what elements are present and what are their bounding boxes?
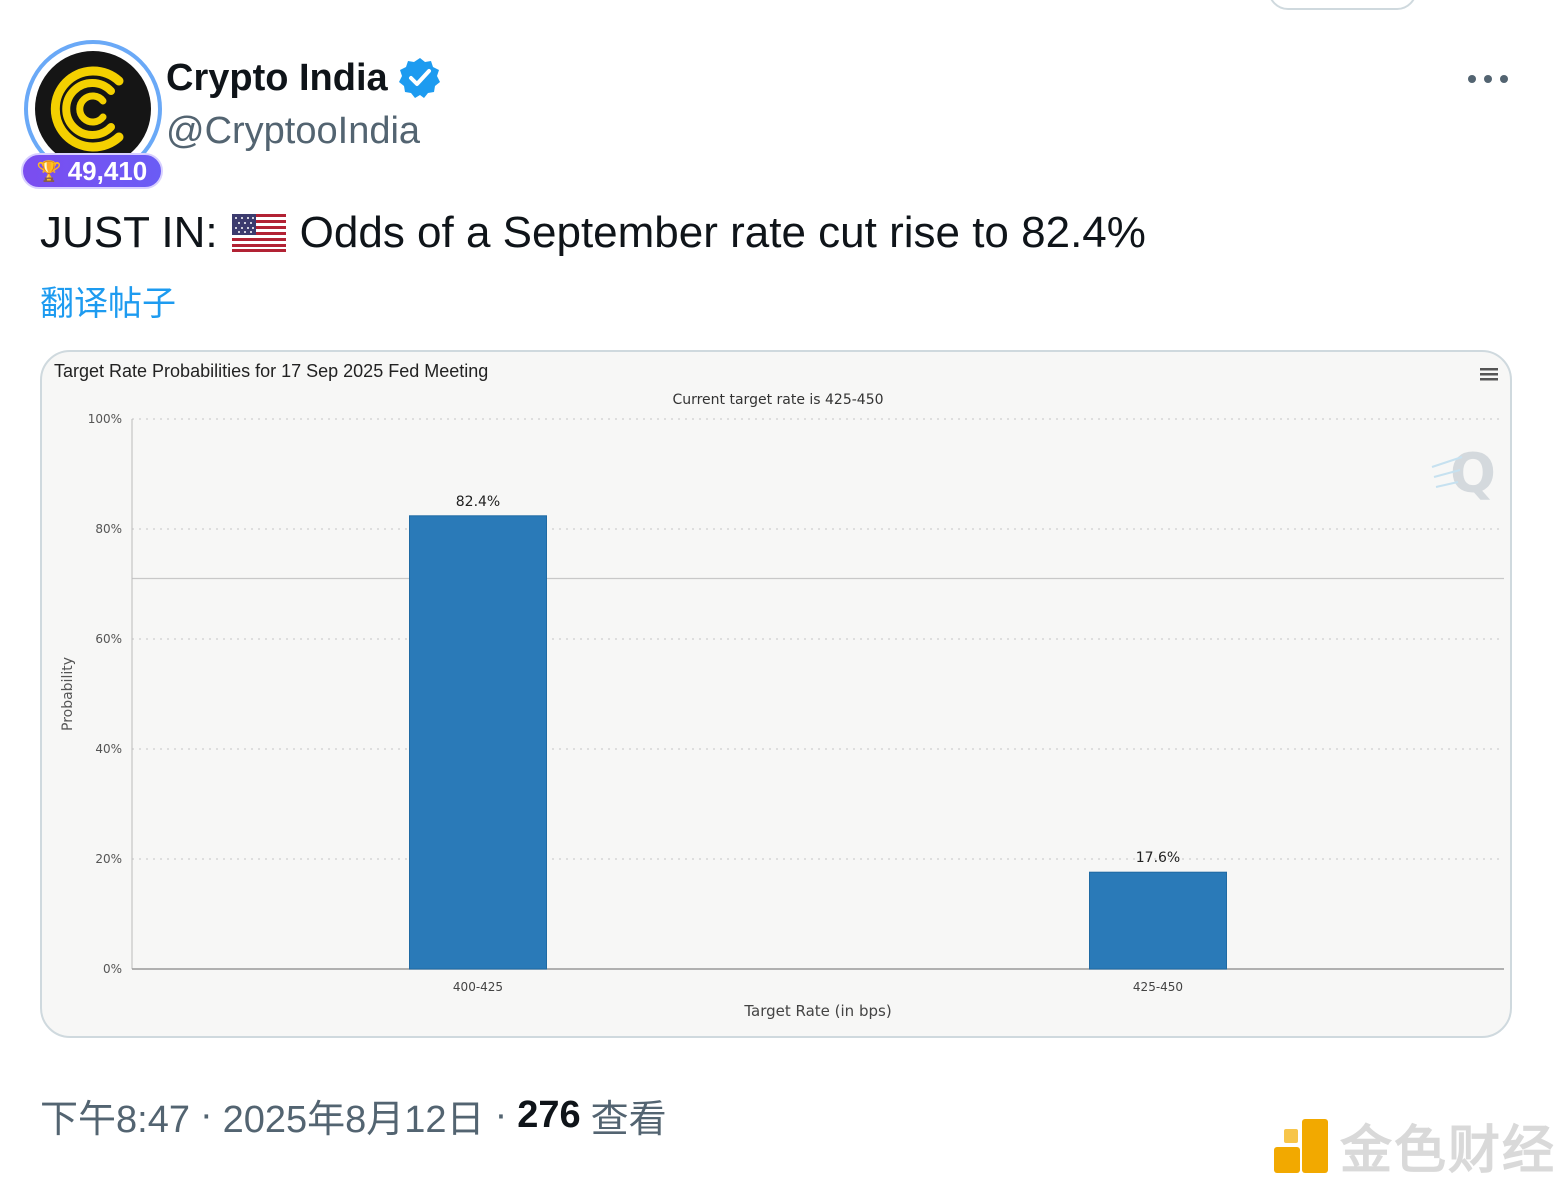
chart-subtitle: Current target rate is 425-450 bbox=[672, 392, 883, 408]
chart-image[interactable]: Target Rate Probabilities for 17 Sep 202… bbox=[40, 350, 1512, 1038]
y-tick-label: 60% bbox=[95, 632, 122, 646]
avatar-image bbox=[35, 51, 151, 167]
y-tick-label: 80% bbox=[95, 522, 122, 536]
score-badge: 🏆 49,410 bbox=[21, 153, 163, 189]
x-tick-label: 400-425 bbox=[453, 980, 503, 994]
watermark: 金色财经 bbox=[1272, 1108, 1556, 1183]
display-name-text: Crypto India bbox=[166, 56, 388, 99]
bar-chart: Target Rate Probabilities for 17 Sep 202… bbox=[54, 361, 1504, 1020]
top-pill-button[interactable] bbox=[1268, 0, 1417, 10]
y-tick-label: 0% bbox=[103, 962, 122, 976]
post-text: JUST IN: Odds of a September rate cut ri… bbox=[40, 208, 1146, 258]
post-text-body: Odds of a September rate cut rise to 82.… bbox=[299, 208, 1146, 257]
post-time[interactable]: 下午8:47 bbox=[40, 1099, 190, 1141]
trophy-icon: 🏆 bbox=[36, 160, 62, 183]
display-name[interactable]: Crypto India bbox=[166, 56, 442, 100]
quikstrike-logo-icon: Q bbox=[1431, 442, 1496, 505]
views-label: 查看 bbox=[590, 1099, 667, 1141]
verified-badge-icon bbox=[398, 58, 440, 98]
jinse-logo-icon bbox=[1274, 1118, 1328, 1173]
y-axis-label: Probability bbox=[60, 657, 76, 731]
score-value: 49,410 bbox=[67, 155, 148, 186]
y-tick-label: 20% bbox=[95, 852, 122, 866]
y-tick-label: 40% bbox=[95, 742, 122, 756]
meta-separator: · bbox=[494, 1094, 508, 1136]
x-tick-label: 425-450 bbox=[1133, 980, 1183, 994]
bar-400-425[interactable] bbox=[409, 515, 547, 970]
bar-425-450[interactable] bbox=[1089, 871, 1227, 970]
hamburger-menu-icon[interactable] bbox=[1480, 368, 1498, 381]
views-count: 276 bbox=[517, 1094, 581, 1136]
x-axis-label: Target Rate (in bps) bbox=[743, 1002, 891, 1020]
more-options-icon[interactable] bbox=[1462, 62, 1514, 96]
chart-title: Target Rate Probabilities for 17 Sep 202… bbox=[54, 361, 488, 381]
post-meta: 下午8:47 · 2025年8月12日 · 276 查看 bbox=[40, 1088, 667, 1143]
meta-separator: · bbox=[199, 1094, 213, 1136]
translate-post-link[interactable]: 翻译帖子 bbox=[40, 285, 176, 323]
post-text-prefix: JUST IN: bbox=[40, 208, 218, 257]
y-tick-label: 100% bbox=[88, 412, 122, 426]
data-label: 17.6% bbox=[1136, 850, 1180, 866]
svg-text:Q: Q bbox=[1450, 442, 1496, 505]
us-flag-icon bbox=[231, 214, 286, 252]
watermark-text: 金色财经 bbox=[1340, 1121, 1557, 1181]
post-date[interactable]: 2025年8月12日 bbox=[222, 1099, 485, 1141]
handle[interactable]: @CryptooIndia bbox=[166, 110, 421, 152]
crypto-india-logo-icon bbox=[50, 66, 124, 152]
data-label: 82.4% bbox=[456, 494, 500, 510]
